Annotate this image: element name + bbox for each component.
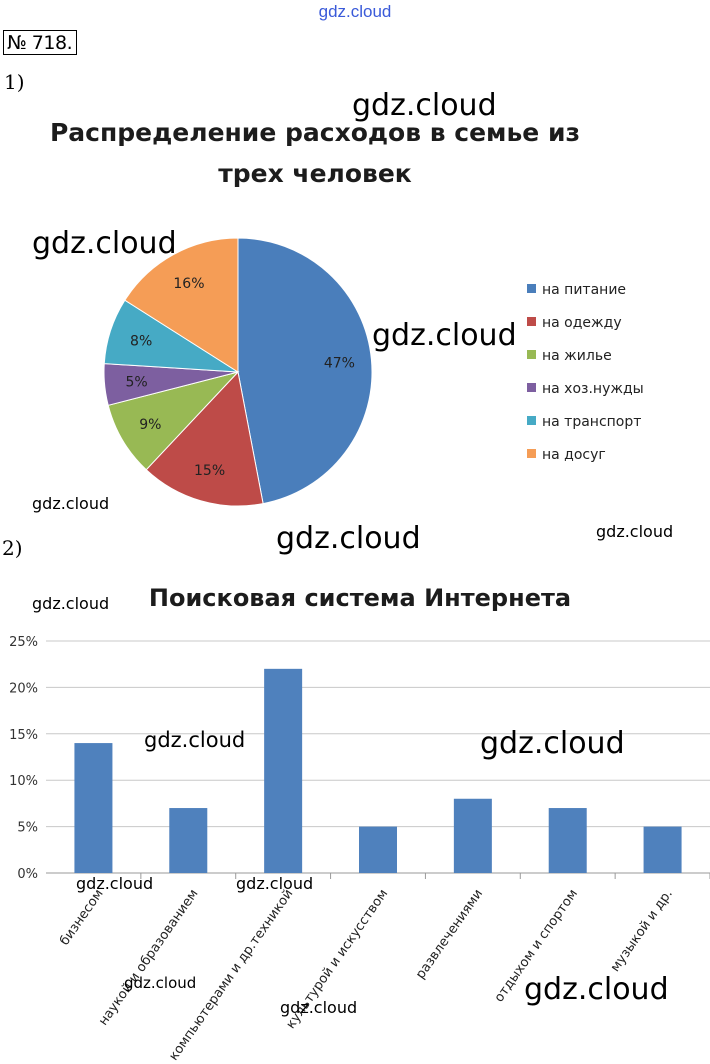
legend-label: на транспорт bbox=[542, 414, 641, 430]
legend-swatch bbox=[527, 416, 536, 425]
watermark: gdz.cloud bbox=[596, 522, 674, 541]
legend-swatch bbox=[527, 350, 536, 359]
pie-slice-label: 15% bbox=[194, 463, 225, 479]
category-label: бизнесом bbox=[57, 887, 106, 949]
y-tick-label: 20% bbox=[9, 681, 38, 696]
pie-slice-label: 5% bbox=[126, 375, 148, 391]
part-2-label: 2) bbox=[2, 536, 23, 560]
pie-slice bbox=[124, 237, 239, 373]
watermark: gdz.cloud bbox=[124, 974, 197, 992]
category-label: развлечениями bbox=[413, 887, 486, 982]
bar bbox=[74, 743, 113, 873]
legend-label: на жилье bbox=[542, 348, 612, 364]
bar-chart-title: Поисковая система Интернета bbox=[148, 584, 572, 612]
part-1-label: 1) bbox=[4, 70, 25, 94]
bar bbox=[453, 798, 492, 873]
y-tick-label: 5% bbox=[17, 821, 38, 836]
y-tick-label: 10% bbox=[9, 774, 38, 789]
watermark: gdz.cloud bbox=[144, 728, 246, 752]
legend-swatch bbox=[527, 317, 536, 326]
watermark: gdz.cloud bbox=[480, 726, 625, 761]
y-tick-label: 15% bbox=[9, 728, 38, 743]
pie-slice bbox=[145, 370, 264, 507]
watermark: gdz.cloud bbox=[32, 594, 110, 613]
pie-chart-title-line-2: трех человек bbox=[218, 159, 412, 188]
watermark: gdz.cloud bbox=[276, 521, 421, 556]
legend-label: на досуг bbox=[542, 447, 606, 463]
legend-swatch bbox=[527, 383, 536, 392]
category-label: музыкой и др. bbox=[608, 887, 676, 975]
legend-swatch bbox=[527, 284, 536, 293]
pie-slice-label: 8% bbox=[130, 334, 152, 350]
watermark: gdz.cloud bbox=[32, 226, 177, 261]
legend-swatch bbox=[527, 449, 536, 458]
watermark: gdz.cloud bbox=[524, 972, 669, 1007]
pie-slice-label: 9% bbox=[139, 417, 161, 433]
bar bbox=[264, 668, 303, 873]
legend-label: на хоз.нужды bbox=[542, 381, 644, 397]
y-tick-label: 25% bbox=[9, 635, 38, 650]
pie-slice-label: 47% bbox=[324, 355, 355, 371]
bar bbox=[169, 808, 208, 873]
legend-label: на питание bbox=[542, 282, 626, 298]
y-tick-label: 0% bbox=[17, 867, 38, 882]
bar bbox=[643, 826, 682, 873]
bar bbox=[359, 826, 397, 873]
pie-slice-label: 16% bbox=[173, 276, 204, 292]
bar bbox=[548, 808, 587, 873]
watermark: gdz.cloud bbox=[352, 88, 497, 123]
pie-chart-title-line-1: Распределение расходов в семье из bbox=[49, 118, 581, 147]
category-label: наукой и образованием bbox=[96, 887, 202, 1029]
watermark: gdz.cloud bbox=[236, 874, 314, 893]
legend-label: на одежду bbox=[542, 315, 622, 331]
watermark: gdz.cloud bbox=[76, 874, 154, 893]
watermark: gdz.cloud bbox=[32, 494, 110, 513]
pie-slice bbox=[237, 237, 373, 505]
watermark: gdz.cloud bbox=[372, 318, 517, 353]
site-header-label[interactable]: gdz.cloud bbox=[318, 2, 392, 21]
watermark: gdz.cloud bbox=[280, 998, 358, 1017]
task-number: № 718. bbox=[3, 30, 78, 55]
